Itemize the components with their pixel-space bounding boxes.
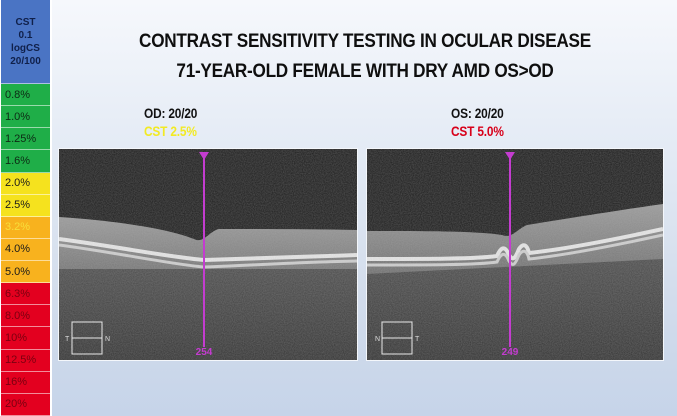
od-oct-scan: T N 254: [59, 149, 357, 360]
scale-item: 1.0%: [1, 106, 50, 129]
os-oct-scan: N T 249: [367, 149, 663, 360]
scale-item: 4.0%: [1, 238, 50, 262]
os-orientation-right: T: [415, 336, 420, 343]
scale-item: 10%: [1, 327, 50, 350]
od-thickness-value: 254: [195, 347, 213, 358]
scale-item: 6.3%: [1, 283, 50, 306]
os-orientation-left: N: [375, 336, 380, 343]
od-cst-label: CST 2.5%: [144, 124, 197, 139]
od-orientation-left: T: [65, 336, 70, 343]
page-title-line-1: CONTRAST SENSITIVITY TESTING IN OCULAR D…: [139, 30, 591, 52]
scale-item: 5.0%: [1, 261, 50, 284]
scale-item: 1.25%: [1, 128, 50, 151]
cst-scale: CST 0.1 logCS 20/100 0.8% 1.0% 1.25% 1.6% 2.…: [0, 0, 52, 416]
scale-header-line: 20/100: [10, 55, 41, 67]
scale-header-line: 0.1: [18, 29, 33, 41]
scale-item: 2.5%: [1, 194, 50, 217]
page-title-line-2: 71-YEAR-OLD FEMALE WITH DRY AMD OS>OD: [176, 60, 554, 82]
os-retina-image: N T: [367, 149, 663, 360]
scale-header-line: logCS: [11, 42, 40, 54]
scale-item: 3.2%: [1, 216, 50, 239]
od-orientation-right: N: [105, 336, 110, 343]
scale-item: 16%: [1, 371, 50, 394]
scale-header-line: CST: [15, 16, 36, 28]
scale-header: CST 0.1 logCS 20/100: [1, 0, 50, 84]
od-retina-image: T N: [59, 149, 357, 360]
scale-item: 8.0%: [1, 305, 50, 328]
scale-item: 2.0%: [1, 172, 50, 195]
scale-item: 20%: [1, 393, 50, 416]
od-acuity-label: OD: 20/20: [144, 106, 198, 121]
os-cst-label: CST 5.0%: [451, 124, 504, 139]
scale-item: 1.6%: [1, 150, 50, 173]
scale-item: 0.8%: [1, 84, 50, 107]
os-acuity-label: OS: 20/20: [451, 106, 504, 121]
os-thickness-value: 249: [501, 347, 519, 358]
scale-item: 12.5%: [1, 349, 50, 372]
